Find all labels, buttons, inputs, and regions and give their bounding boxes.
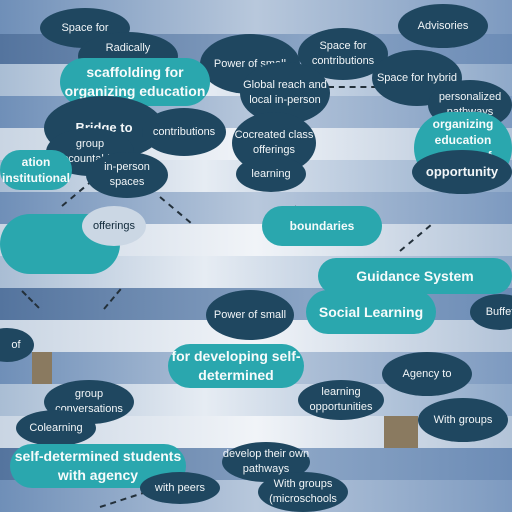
buffet-label: Buffet — [485, 305, 512, 318]
learning-node: learning — [236, 156, 306, 192]
social-learning-label: Social Learning — [318, 303, 424, 320]
opportunity-node: opportunity — [412, 150, 512, 194]
develop-pathways-label: develop their own pathways — [222, 448, 310, 475]
with-peers-node: with peers — [140, 472, 220, 504]
buffet-node: Buffet — [470, 294, 512, 330]
learning-opportunities-label: learning opportunities — [309, 386, 373, 413]
global-reach-label: Global reach and local in-person — [243, 79, 327, 106]
advisories-label: Advisories — [417, 19, 469, 32]
guidance-system-node: Guidance System — [318, 258, 512, 294]
power-of-small-label-2: Power of small — [213, 308, 287, 321]
scaffolding-label: scaffolding for organizing education — [64, 64, 206, 99]
agency-to-label: Agency to — [402, 367, 452, 380]
space-for-hybrid-label: Space for hybrid — [376, 71, 458, 84]
education-institutional-node: ation institutional — [0, 150, 72, 190]
opportunity-label: opportunity — [425, 164, 499, 180]
advisories-node: Advisories — [398, 4, 488, 48]
connector-arrow — [328, 86, 388, 88]
with-peers-label: with peers — [154, 481, 206, 494]
for-developing-node: for developing self-determined — [168, 344, 304, 388]
in-person-spaces-node: in-person spaces — [86, 152, 168, 198]
offerings-node: offerings — [82, 206, 146, 246]
space-for-label: Space for — [61, 21, 109, 34]
for-developing-label: for developing self-determined — [171, 348, 301, 383]
contributions-node: contributions — [142, 108, 226, 156]
offerings-label: offerings — [93, 219, 135, 232]
learning-label: learning — [251, 167, 291, 180]
in-person-spaces-label: in-person spaces — [104, 161, 150, 188]
self-determined-students-label: self-determined students with agency — [14, 448, 182, 483]
concrete-block — [384, 416, 418, 448]
with-groups-microschools-label: With groups (microschools — [269, 478, 337, 505]
space-for-contributions-label: Space for contributions — [311, 40, 375, 67]
of-label: of — [11, 338, 21, 351]
guidance-system-label: Guidance System — [356, 267, 474, 284]
cocreated-class-label: Cocreated class offerings — [234, 129, 314, 156]
with-groups-microschools-node: With groups (microschools — [258, 472, 348, 512]
concrete-block — [32, 352, 52, 384]
with-groups-node: With groups — [418, 398, 508, 442]
develop-pathways-node: develop their own pathways — [222, 442, 310, 482]
colearning-label: Colearning — [29, 421, 83, 434]
learning-opportunities-node: learning opportunities — [298, 380, 384, 420]
agency-to-node: Agency to — [382, 352, 472, 396]
contributions-label: contributions — [152, 125, 216, 138]
social-learning-node: Social Learning — [306, 290, 436, 334]
boundaries-label: boundaries — [289, 218, 355, 233]
power-of-small-node-2: Power of small — [206, 290, 294, 340]
with-groups-label: With groups — [433, 413, 493, 426]
education-institutional-label: ation institutional — [2, 154, 70, 185]
boundaries-node: boundaries — [262, 206, 382, 246]
scaffolding-node: scaffolding for organizing education — [60, 58, 210, 106]
colearning-node: Colearning — [16, 410, 96, 446]
